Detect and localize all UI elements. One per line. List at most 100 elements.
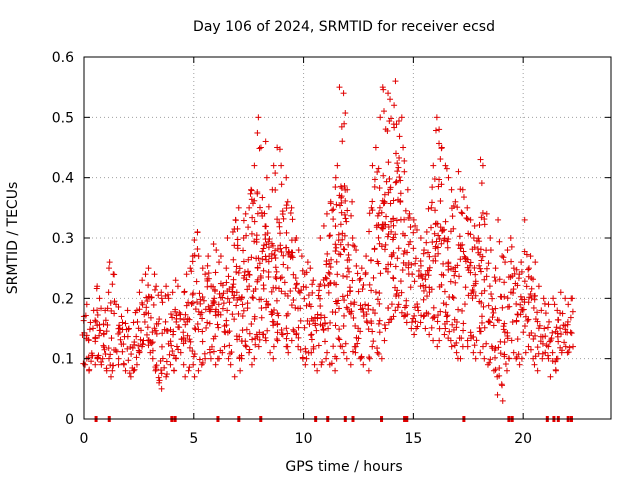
data-point — [93, 285, 100, 292]
data-point — [223, 279, 230, 286]
data-point — [130, 367, 137, 374]
data-point — [170, 331, 177, 338]
chart-title: Day 106 of 2024, SRMTID for receiver ecs… — [193, 19, 495, 35]
data-point — [288, 302, 295, 309]
data-point — [392, 78, 399, 85]
data-point — [322, 338, 329, 345]
data-point — [372, 144, 379, 151]
data-point — [191, 252, 198, 259]
data-point — [472, 355, 479, 362]
data-point — [111, 298, 118, 305]
data-point — [400, 250, 407, 257]
data-point — [134, 318, 141, 325]
data-point — [437, 198, 444, 205]
data-point — [219, 282, 226, 289]
data-point — [424, 249, 431, 256]
data-point — [368, 287, 375, 294]
data-point — [274, 320, 281, 327]
data-point — [254, 278, 261, 285]
data-point — [462, 258, 469, 265]
data-point — [521, 323, 528, 330]
data-point — [366, 354, 373, 361]
data-point — [358, 354, 365, 361]
data-point — [375, 234, 382, 241]
data-point — [375, 221, 382, 228]
data-point — [487, 235, 494, 241]
data-point — [481, 221, 488, 228]
data-point — [548, 335, 555, 342]
data-point — [376, 300, 383, 307]
data-point — [508, 258, 515, 265]
data-point — [525, 265, 532, 272]
data-point — [271, 307, 278, 314]
data-point — [107, 299, 114, 306]
data-point — [459, 210, 466, 217]
data-points — [79, 78, 577, 404]
data-point — [284, 198, 291, 205]
data-point — [479, 209, 486, 216]
data-point — [349, 198, 356, 205]
data-point — [332, 241, 339, 248]
data-point — [335, 231, 342, 238]
data-point — [246, 204, 253, 211]
data-point — [175, 346, 182, 353]
data-point — [259, 256, 266, 263]
data-point — [351, 243, 358, 250]
data-point — [489, 314, 496, 321]
data-point — [459, 241, 466, 248]
data-point — [194, 299, 201, 306]
data-point — [380, 172, 387, 179]
data-point — [387, 96, 394, 103]
data-point — [246, 349, 253, 356]
data-point — [374, 258, 381, 265]
data-point — [428, 286, 435, 293]
data-point — [396, 133, 403, 140]
data-point — [449, 321, 456, 328]
data-point — [103, 328, 110, 335]
data-point — [497, 350, 504, 357]
data-point — [276, 146, 283, 153]
data-point — [199, 315, 206, 322]
data-point — [559, 347, 566, 354]
data-point — [261, 210, 268, 217]
data-point — [290, 297, 297, 304]
data-point — [296, 289, 303, 296]
data-point — [387, 186, 394, 193]
data-point — [565, 349, 572, 356]
data-point — [458, 209, 465, 216]
data-point — [557, 325, 564, 332]
data-point — [213, 247, 220, 254]
data-point — [387, 200, 394, 207]
data-point — [104, 321, 111, 328]
data-point — [554, 355, 561, 362]
data-point — [483, 273, 490, 280]
data-point — [284, 343, 291, 350]
data-point — [191, 325, 198, 332]
data-point — [370, 274, 377, 281]
data-point — [341, 182, 348, 189]
data-point — [494, 316, 501, 323]
data-point — [327, 232, 334, 239]
data-point — [456, 273, 463, 280]
data-point — [376, 204, 383, 211]
data-point — [542, 333, 549, 340]
data-point — [86, 326, 93, 333]
data-point — [217, 311, 224, 318]
data-point — [153, 330, 160, 337]
data-point — [150, 301, 157, 308]
data-point — [385, 224, 392, 231]
data-point — [235, 310, 242, 317]
data-point — [299, 354, 306, 361]
data-point — [369, 328, 376, 335]
data-point — [145, 337, 152, 344]
data-point — [365, 302, 372, 309]
data-point — [100, 330, 107, 337]
data-point — [486, 283, 493, 290]
data-point — [284, 310, 291, 317]
data-point — [394, 168, 401, 175]
data-point — [321, 282, 328, 289]
data-point — [492, 366, 499, 373]
data-point — [210, 348, 217, 355]
data-point — [438, 281, 445, 288]
data-point — [295, 247, 302, 254]
